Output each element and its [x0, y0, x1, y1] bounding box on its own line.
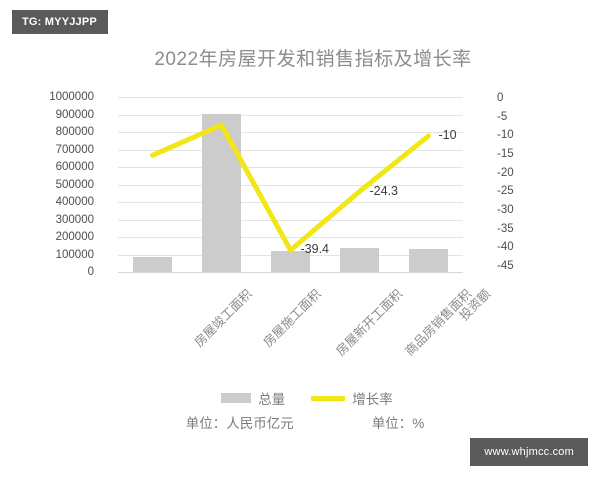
- category-label: 房屋新开工面积: [332, 286, 405, 359]
- bar: [271, 250, 310, 272]
- chart-title: 2022年房屋开发和销售指标及增长率: [154, 49, 472, 70]
- gridline: [118, 184, 463, 186]
- line-series: [150, 122, 431, 253]
- gridline: [118, 114, 463, 116]
- gridline: [118, 237, 463, 238]
- bar: [340, 248, 379, 272]
- gridline: [118, 149, 463, 151]
- gridline: [118, 167, 463, 168]
- category-label: 房屋竣工面积: [191, 286, 255, 350]
- data-label: -39.4: [300, 242, 330, 257]
- data-label: -10: [438, 127, 457, 142]
- line-swatch-icon: [311, 395, 346, 401]
- legend-label-growth-rate: 增长率: [352, 392, 393, 407]
- y-axis-left-tick: 100000: [55, 248, 94, 261]
- y-axis-left-tick: 1000000: [49, 91, 94, 103]
- unit-growth-rate: 单位：%: [371, 416, 425, 431]
- gridline: [118, 272, 463, 273]
- site-watermark-badge: www.whjmcc.com: [470, 438, 588, 466]
- bar: [409, 248, 448, 272]
- y-axis-right-tick: -5: [497, 110, 508, 123]
- y-axis-left-tick: 800000: [55, 126, 94, 138]
- bar: [133, 256, 172, 272]
- y-axis-right-tick: -15: [497, 148, 514, 160]
- chart-legend: 总量 增长率: [0, 388, 600, 408]
- data-label: -24.3: [369, 183, 399, 198]
- y-axis-right-tick: -25: [497, 185, 514, 198]
- y-axis-left-tick: 900000: [55, 108, 94, 121]
- telegram-watermark-badge: TG: MYYJJPP: [12, 10, 108, 34]
- category-label: 房屋施工面积: [260, 286, 324, 350]
- bar: [202, 113, 241, 272]
- y-axis-left-tick: 600000: [55, 161, 94, 173]
- unit-row: 单位：人民币亿元 单位：%: [0, 412, 600, 432]
- gridline: [118, 219, 463, 221]
- gridline: [118, 132, 463, 133]
- y-axis-right-tick: -40: [497, 241, 514, 254]
- y-axis-left-tick: 200000: [55, 231, 94, 243]
- y-axis-left-tick: 700000: [55, 143, 94, 156]
- y-axis-left-tick: 0: [87, 266, 94, 278]
- y-axis-right-tick: -20: [497, 166, 514, 179]
- y-axis-left-tick: 400000: [55, 196, 94, 208]
- legend-item-growth-rate: 增长率: [311, 388, 393, 408]
- plot-area: [118, 97, 463, 273]
- y-axis-right-tick: -10: [497, 129, 514, 142]
- gridline: [118, 97, 463, 98]
- bar-swatch-icon: [221, 393, 252, 403]
- y-axis-right-tick: -45: [497, 260, 514, 272]
- gridline: [118, 202, 463, 203]
- y-axis-right-tick: -35: [497, 222, 514, 235]
- legend-item-total: 总量: [221, 388, 285, 408]
- category-label: 商品房销售面积: [401, 286, 474, 359]
- unit-total: 单位：人民币亿元: [185, 416, 294, 431]
- y-axis-right-tick: -30: [497, 204, 514, 216]
- legend-label-total: 总量: [258, 392, 286, 407]
- y-axis-left-tick: 300000: [55, 213, 94, 226]
- growth-rate-polyline: [150, 122, 431, 253]
- y-axis-left-tick: 500000: [55, 178, 94, 191]
- y-axis-right-tick: 0: [497, 92, 504, 104]
